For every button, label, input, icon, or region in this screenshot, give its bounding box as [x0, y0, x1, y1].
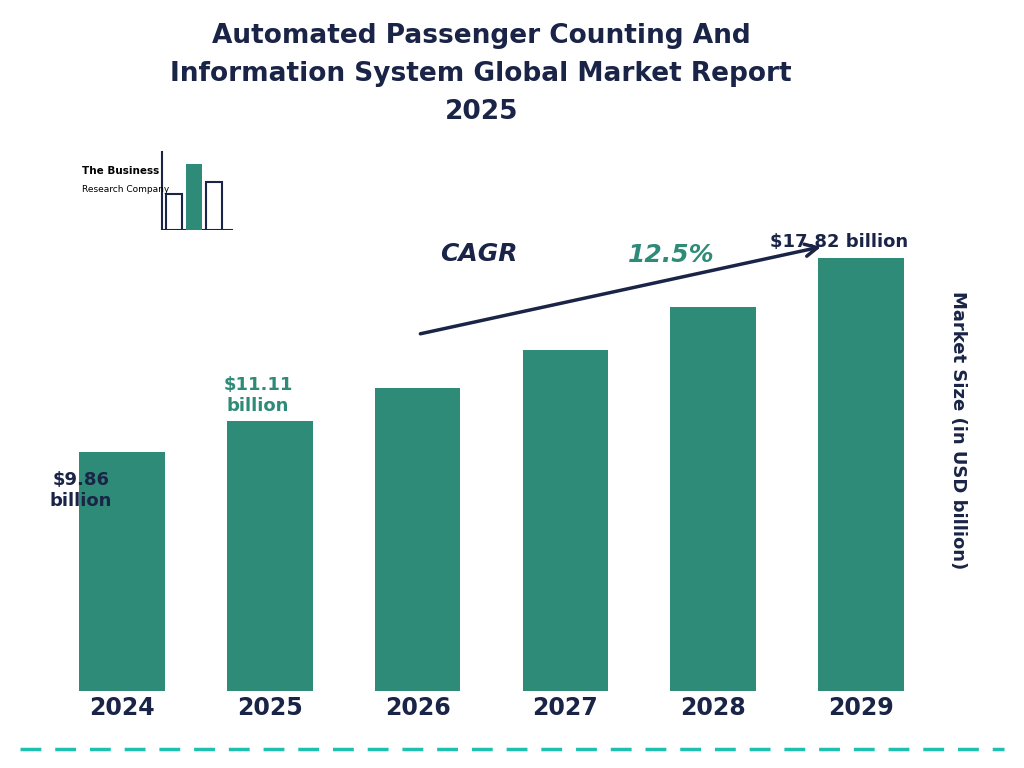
- Text: Automated Passenger Counting And
Information System Global Market Report
2025: Automated Passenger Counting And Informa…: [170, 23, 793, 125]
- Text: $17.82 billion: $17.82 billion: [770, 233, 907, 251]
- Bar: [186, 164, 202, 230]
- Text: 12.5%: 12.5%: [628, 243, 715, 267]
- Bar: [206, 182, 221, 230]
- Text: CAGR: CAGR: [440, 242, 517, 266]
- Y-axis label: Market Size (in USD billion): Market Size (in USD billion): [949, 291, 967, 569]
- Text: The Business: The Business: [82, 166, 159, 176]
- Bar: [166, 194, 181, 230]
- Bar: [671, 307, 756, 691]
- Bar: [227, 422, 312, 691]
- Text: $9.86
billion: $9.86 billion: [49, 471, 112, 510]
- Text: $11.11
billion: $11.11 billion: [223, 376, 293, 415]
- Bar: [522, 350, 608, 691]
- Bar: [818, 258, 903, 691]
- Text: Research Company: Research Company: [82, 185, 169, 194]
- Bar: [375, 388, 461, 691]
- Bar: [80, 452, 165, 691]
